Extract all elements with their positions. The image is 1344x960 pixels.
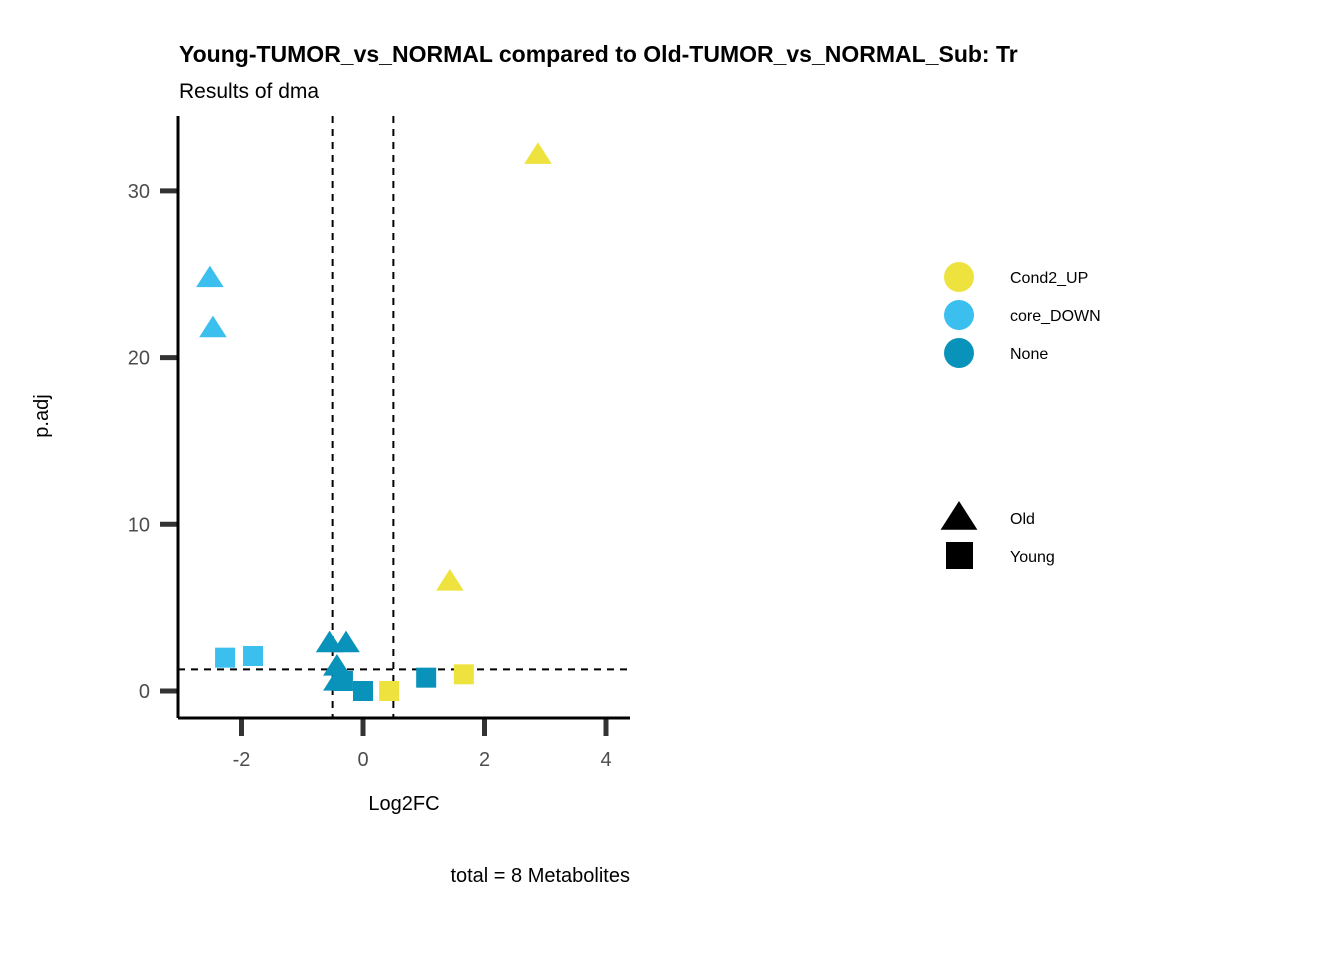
legend-shape-label: Old xyxy=(1010,511,1035,528)
point-square xyxy=(453,664,474,685)
point-triangle xyxy=(436,568,464,591)
chart-subtitle: Results of dma xyxy=(179,80,319,103)
legend-color-label: None xyxy=(1010,346,1048,363)
point-triangle xyxy=(199,315,227,338)
y-tick-label: 30 xyxy=(128,181,150,203)
x-axis-label: Log2FC xyxy=(368,793,439,815)
y-axis-label: p.adj xyxy=(31,394,53,437)
y-tick-label: 10 xyxy=(128,514,150,536)
legend-shape-label: Young xyxy=(1010,549,1055,566)
y-tick-label: 0 xyxy=(139,681,150,703)
x-tick-label: 4 xyxy=(600,749,611,771)
point-square xyxy=(416,667,437,688)
legend-color-label: core_DOWN xyxy=(1010,308,1101,325)
legend-color-swatch xyxy=(944,300,974,330)
legend-color-swatch xyxy=(944,338,974,368)
chart-caption: total = 8 Metabolites xyxy=(450,865,630,887)
point-triangle xyxy=(196,265,224,288)
point-square xyxy=(215,647,236,668)
point-triangle xyxy=(323,653,351,676)
legend-square-icon xyxy=(946,542,973,569)
legend-color-label: Cond2_UP xyxy=(1010,270,1088,287)
point-square xyxy=(379,681,400,701)
point-triangle xyxy=(332,630,360,653)
point-square xyxy=(243,645,264,666)
point-square xyxy=(353,681,373,701)
y-tick-label: 20 xyxy=(128,348,150,370)
x-tick-label: 0 xyxy=(357,749,368,771)
point-square xyxy=(332,670,353,691)
legend-triangle-icon xyxy=(940,501,978,530)
x-tick-label: 2 xyxy=(479,749,490,771)
chart-title: Young-TUMOR_vs_NORMAL compared to Old-TU… xyxy=(179,41,1018,67)
legend-color-swatch xyxy=(944,262,974,292)
point-triangle xyxy=(524,142,552,164)
x-tick-label: -2 xyxy=(233,749,251,771)
